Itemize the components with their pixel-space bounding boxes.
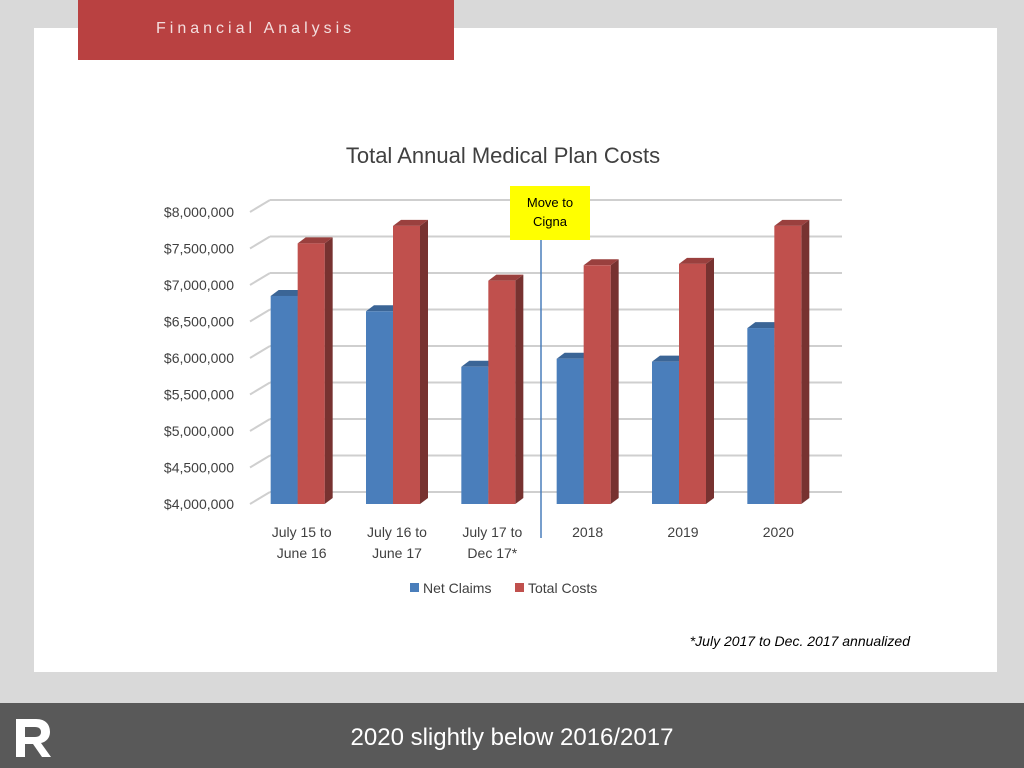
bar-top — [583, 259, 619, 266]
chart-title: Total Annual Medical Plan Costs — [346, 143, 660, 168]
bar-side — [515, 274, 524, 504]
bar-net-claims — [270, 295, 298, 504]
bar-side — [801, 219, 810, 504]
y-tick-label: $6,000,000 — [164, 350, 234, 366]
bar-chart: Total Annual Medical Plan Costs $4,000,00… — [164, 143, 842, 596]
x-tick-label: July 15 to — [272, 524, 332, 540]
x-tick-label: July 17 to — [462, 524, 522, 540]
legend-label: Total Costs — [528, 580, 597, 596]
gridline-side — [249, 381, 271, 396]
y-tick-label: $8,000,000 — [164, 204, 234, 220]
gridline-side — [249, 199, 271, 213]
bar-side — [610, 259, 619, 504]
gridline-side — [249, 308, 271, 323]
bar-top — [393, 219, 428, 226]
footer-caption: 2020 slightly below 2016/2017 — [350, 724, 674, 751]
bar-side — [324, 237, 333, 504]
footer-bar: 2020 slightly below 2016/2017 — [0, 703, 1024, 768]
y-tick-label: $6,500,000 — [164, 314, 234, 330]
bar-net-claims — [652, 361, 679, 504]
bar-top — [366, 305, 401, 312]
callout-text: Cigna — [533, 214, 568, 229]
y-tick-label: $5,500,000 — [164, 387, 234, 403]
y-tick-label: $4,500,000 — [164, 460, 234, 476]
bar-total-costs — [583, 265, 611, 504]
x-tick-label: 2018 — [572, 524, 603, 540]
bar-top — [652, 355, 687, 362]
gridline-side — [249, 235, 271, 250]
y-tick-label: $7,500,000 — [164, 241, 234, 257]
header-title: Financial Analysis — [78, 0, 454, 60]
y-tick-label: $7,000,000 — [164, 277, 234, 293]
x-tick-label: June 17 — [372, 545, 422, 561]
x-tick-label: July 16 to — [367, 524, 427, 540]
callout-box — [510, 186, 590, 240]
bar-top — [461, 360, 497, 367]
bar-top — [679, 257, 714, 264]
legend-swatch-net-claims — [410, 583, 419, 592]
bar-top — [747, 322, 783, 329]
gridline-side — [249, 454, 271, 469]
bar-total-costs — [774, 225, 802, 504]
bar-total-costs — [679, 263, 706, 504]
gridline-side — [249, 491, 271, 505]
legend-swatch-total-costs — [515, 583, 524, 592]
legend-label: Net Claims — [423, 580, 491, 596]
bar-top — [556, 352, 592, 359]
bar-total-costs — [297, 243, 325, 504]
bar-net-claims — [366, 311, 393, 504]
bar-side — [420, 219, 428, 504]
r-logo-icon — [16, 719, 51, 757]
footnote: *July 2017 to Dec. 2017 annualized — [689, 633, 910, 649]
bar-total-costs — [488, 280, 516, 504]
bar-top — [270, 289, 306, 296]
bar-net-claims — [556, 358, 584, 504]
gridline-side — [249, 272, 271, 286]
x-tick-label: 2020 — [763, 524, 794, 540]
gridline-side — [249, 418, 271, 432]
bar-side — [706, 257, 714, 504]
bar-net-claims — [747, 328, 775, 504]
callout-text: Move to — [527, 195, 573, 210]
bar-net-claims — [461, 366, 489, 504]
x-tick-label: June 16 — [277, 545, 327, 561]
bar-top — [488, 274, 524, 281]
x-tick-label: Dec 17* — [467, 545, 517, 561]
y-tick-label: $4,000,000 — [164, 496, 234, 512]
y-tick-label: $5,000,000 — [164, 423, 234, 439]
bar-total-costs — [393, 225, 420, 504]
bar-top — [774, 219, 810, 226]
bar-top — [297, 237, 333, 244]
gridline-side — [249, 345, 271, 359]
x-tick-label: 2019 — [667, 524, 698, 540]
